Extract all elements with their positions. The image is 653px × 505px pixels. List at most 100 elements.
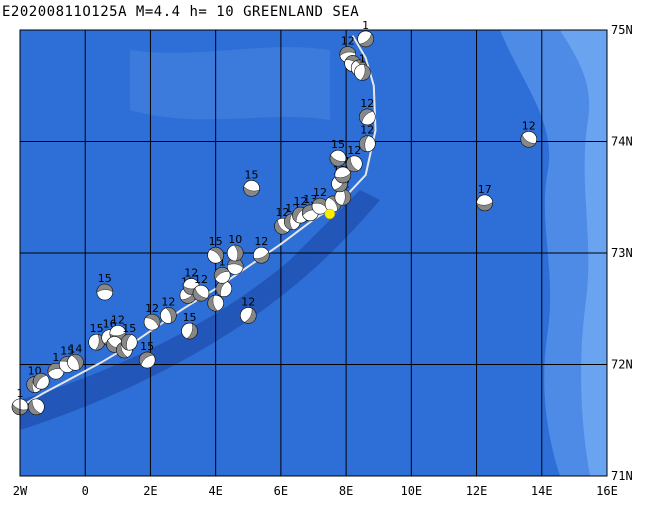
lon-tick-label: 10E [400,484,422,498]
focal-mechanism: 15 [181,311,198,340]
lat-tick-label: 72N [611,358,633,372]
event-label: 1 [359,52,366,65]
focal-mechanism: 15 [96,272,114,301]
beachball-compression [26,376,36,393]
event-label: 15 [245,168,259,181]
event-label: 12 [360,97,374,110]
lon-tick-label: 2E [143,484,157,498]
event-label: 15 [209,235,223,248]
beachball-compression [359,33,374,48]
event-label: 12 [254,235,268,248]
longitude-labels: 2W 0 2E 4E 6E 8E 10E 12E 14E 16E [13,484,618,498]
lat-tick-label: 73N [611,246,633,260]
event-label: 14 [68,342,82,355]
focal-mechanism: 1 [357,19,374,48]
focal-mechanism: 10 [226,233,244,262]
beachball-compression [339,46,356,57]
event-label: 12 [241,295,255,308]
map-frame: 1101151415161215151512121512121211415101… [11,19,608,477]
focal-mechanism: 15 [207,235,224,264]
lon-tick-label: 12E [466,484,488,498]
beachball-compression [476,201,493,211]
event-label: 1 [362,19,369,32]
focal-mechanism: 15 [329,138,347,167]
event-label: 15 [331,138,345,151]
beachball-compression [186,323,198,340]
focal-mechanism [32,372,50,390]
focal-mechanism: 12 [292,195,309,224]
event-label: 15 [90,322,104,335]
event-label: 12 [194,273,208,286]
beachball-compression [274,219,289,235]
focal-mechanism [28,398,45,416]
focal-mechanism: 14 [67,342,84,371]
beachball-compression [243,308,257,324]
beachball-compression [243,186,260,197]
beachball-compression [145,313,161,328]
lon-tick-label: 8E [339,484,353,498]
focal-mechanism: 12 [311,186,329,215]
beachball-compression [209,247,224,262]
focal-mechanism: 12 [160,295,177,324]
lat-tick-label: 75N [611,23,633,37]
focal-mechanism: 1 [213,255,231,284]
beachball-compression [253,251,270,264]
focal-mechanism: 12 [192,273,210,302]
event-label: 12 [145,302,159,315]
beachball-compression [359,108,374,124]
beachball-compression [360,64,371,81]
focal-mechanism: 1 [354,52,371,81]
lon-tick-label: 0 [82,484,89,498]
lon-tick-label: 4E [208,484,222,498]
lon-tick-label: 2W [13,484,28,498]
focal-mechanisms: 1101151415161215151512121512121211415101… [11,19,538,416]
map-border [19,29,608,477]
focal-mechanism: 15 [243,168,260,197]
focal-mechanism: 15 [88,322,105,351]
focal-mechanism: 15 [120,322,138,351]
focal-mechanism: 12 [284,202,301,231]
lat-tick-label: 71N [611,469,633,483]
focal-mechanism: 12 [359,97,376,126]
event-label: 12 [313,186,327,199]
focal-mechanism: 12 [359,124,376,153]
beachball-compression [520,134,536,148]
beachball-compression [165,307,177,324]
event-label: 15 [183,311,197,324]
beachball-compression [121,334,132,351]
event-label: 12 [111,313,125,326]
event-label: 10 [228,233,242,246]
latitude-labels: 75N 74N 73N 72N 71N [611,23,633,483]
lat-tick-label: 74N [611,135,633,149]
beachball-compression [96,283,113,293]
beachball-compression [28,399,42,416]
event-label: 12 [276,206,290,219]
event-label: 17 [478,183,492,196]
page-title: E20200811O125A M=4.4 h= 10 GREENLAND SEA [2,4,360,20]
beachball-compression [192,287,208,302]
beachball-compression [334,172,352,184]
beachball-compression [233,244,244,262]
focal-mechanism: 12 [253,235,270,264]
highlighted-event [324,208,336,220]
lon-tick-label: 6E [274,484,288,498]
beachball-compression [342,189,351,206]
focal-mechanism: 15 [138,340,156,369]
beachball-compression [227,258,244,268]
focal-mechanism: 12 [345,144,363,173]
focal-mechanism [207,294,224,312]
event-label: 15 [98,272,112,285]
beachball-compression [116,342,128,359]
event-label: 1 [52,351,59,364]
beachball-compression [207,295,218,312]
beachball-compression [284,213,294,230]
event-label: 12 [293,195,307,208]
beachball-compression [71,354,84,370]
event-label: 12 [360,124,374,137]
event-label: 1 [219,255,226,268]
lon-tick-label: 14E [531,484,553,498]
event-label: 12 [347,144,361,157]
event-label: 15 [60,345,74,358]
beachball-compression [346,156,359,172]
